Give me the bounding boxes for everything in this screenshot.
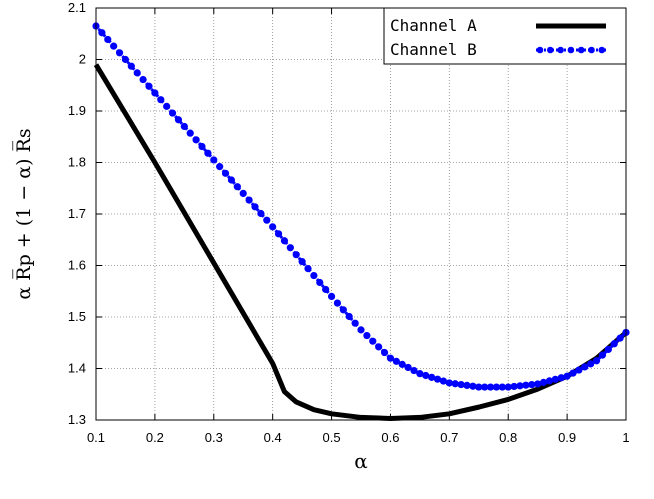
- series-point-channel-b: [234, 183, 241, 190]
- series-point-channel-b: [193, 136, 200, 143]
- series-point-channel-b: [251, 203, 258, 210]
- y-tick-label: 2.1: [68, 0, 86, 15]
- x-tick-label: 0.2: [146, 430, 164, 445]
- series-point-channel-b: [204, 150, 211, 157]
- series-point-channel-b: [293, 251, 300, 258]
- y-axis-label: α R̅p + (1 − α) R̅s: [13, 128, 35, 299]
- y-tick-label: 1.7: [68, 206, 86, 221]
- series-point-channel-b: [246, 196, 253, 203]
- legend-swatch-point: [547, 47, 554, 54]
- series-point-channel-b: [328, 293, 335, 300]
- legend-label: Channel B: [390, 40, 477, 59]
- x-tick-label: 0.1: [87, 430, 105, 445]
- x-tick-label: 0.5: [323, 430, 341, 445]
- legend-swatch-point: [578, 47, 585, 54]
- x-tick-label: 0.4: [264, 430, 282, 445]
- x-tick-label: 0.9: [558, 430, 576, 445]
- series-point-channel-b: [240, 190, 247, 197]
- legend-swatch-point: [588, 47, 595, 54]
- x-axis-label: α: [354, 449, 368, 473]
- plot-series: [92, 22, 629, 418]
- series-point-channel-b: [257, 210, 264, 217]
- series-point-channel-b: [181, 123, 188, 130]
- series-point-channel-b: [334, 299, 341, 306]
- y-tick-label: 1.8: [68, 155, 86, 170]
- y-tick-label: 1.5: [68, 309, 86, 324]
- series-point-channel-b: [104, 36, 111, 43]
- series-point-channel-b: [611, 340, 618, 347]
- series-point-channel-b: [140, 76, 147, 83]
- series-point-channel-b: [157, 96, 164, 103]
- series-point-channel-b: [357, 326, 364, 333]
- series-point-channel-b: [98, 29, 105, 36]
- series-point-channel-b: [187, 130, 194, 137]
- legend: Channel A Channel B: [384, 8, 626, 64]
- y-tick-label: 1.3: [68, 412, 86, 427]
- series-point-channel-b: [599, 352, 606, 359]
- legend-label: Channel A: [390, 16, 477, 35]
- series-point-channel-b: [175, 116, 182, 123]
- series-point-channel-b: [169, 109, 176, 116]
- series-point-channel-b: [263, 217, 270, 224]
- series-point-channel-b: [304, 265, 311, 272]
- series-point-channel-b: [198, 143, 205, 150]
- series-point-channel-b: [116, 49, 123, 56]
- series-point-channel-b: [593, 357, 600, 364]
- series-point-channel-b: [281, 237, 288, 244]
- series-point-channel-b: [275, 230, 282, 237]
- series-point-channel-b: [299, 258, 306, 265]
- series-point-channel-b: [163, 103, 170, 110]
- series-point-channel-b: [122, 56, 129, 63]
- legend-swatch-point: [537, 47, 544, 54]
- series-point-channel-b: [310, 272, 317, 279]
- y-tick-label: 2: [79, 52, 86, 67]
- y-tick-label: 1.6: [68, 258, 86, 273]
- series-point-channel-b: [322, 286, 329, 293]
- y-tick-label: 1.4: [68, 361, 86, 376]
- series-point-channel-b: [222, 170, 229, 177]
- series-point-channel-b: [128, 63, 135, 70]
- series-point-channel-b: [352, 320, 359, 327]
- legend-swatch-point: [557, 47, 564, 54]
- series-point-channel-b: [346, 313, 353, 320]
- x-tick-labels: 0.1 0.2 0.3 0.4 0.5 0.6 0.7 0.8 0.9 1: [87, 430, 630, 445]
- x-tick-label: 0.6: [381, 430, 399, 445]
- legend-swatch-point: [568, 47, 575, 54]
- grid: [96, 8, 626, 420]
- series-point-channel-b: [151, 89, 158, 96]
- series-point-channel-b: [287, 244, 294, 251]
- series-point-channel-b: [617, 335, 624, 342]
- series-point-channel-b: [316, 279, 323, 286]
- x-tick-label: 0.7: [440, 430, 458, 445]
- y-tick-label: 1.9: [68, 103, 86, 118]
- series-point-channel-b: [145, 83, 152, 90]
- series-point-channel-b: [269, 223, 276, 230]
- series-point-channel-b: [210, 156, 217, 163]
- series-point-channel-b: [340, 306, 347, 313]
- series-point-channel-b: [216, 163, 223, 170]
- y-tick-labels: 1.3 1.4 1.5 1.6 1.7 1.8 1.9 2 2.1: [68, 0, 86, 427]
- series-point-channel-b: [375, 343, 382, 350]
- x-tick-label: 1: [622, 430, 629, 445]
- series-point-channel-b: [381, 349, 388, 356]
- series-point-channel-b: [605, 346, 612, 353]
- series-point-channel-b: [363, 332, 370, 339]
- series-point-channel-b: [228, 176, 235, 183]
- series-point-channel-b: [369, 338, 376, 345]
- legend-swatch-point: [599, 47, 606, 54]
- series-point-channel-b: [134, 69, 141, 76]
- series-point-channel-b: [110, 43, 117, 50]
- x-tick-label: 0.8: [499, 430, 517, 445]
- x-tick-label: 0.3: [205, 430, 223, 445]
